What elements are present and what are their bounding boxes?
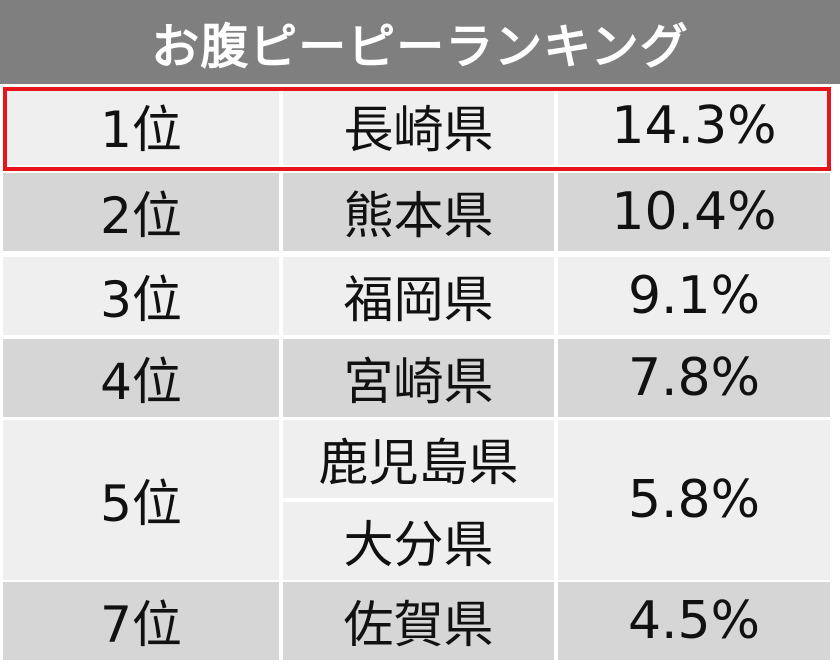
rank-cell: 5位 — [3, 420, 279, 580]
prefecture-cell: 熊本県 — [283, 173, 554, 251]
prefecture-cell: 宮崎県 — [283, 339, 554, 417]
prefecture-cell: 鹿児島県 — [283, 420, 554, 498]
rank-cell: 4位 — [3, 339, 279, 417]
rank-cell: 7位 — [3, 582, 279, 660]
prefecture-cell: 福岡県 — [283, 257, 554, 335]
prefecture-cell: 長崎県 — [283, 87, 554, 165]
prefecture-cell: 佐賀県 — [283, 582, 554, 660]
value-cell: 10.4% — [558, 173, 830, 251]
value-cell: 14.3% — [558, 87, 830, 165]
rank-cell: 1位 — [3, 87, 279, 165]
value-cell: 9.1% — [558, 257, 830, 335]
value-cell: 4.5% — [558, 582, 830, 660]
rank-cell: 3位 — [3, 257, 279, 335]
table-title: お腹ピーピーランキング — [0, 0, 840, 84]
prefecture-cell: 大分県 — [283, 502, 554, 580]
value-cell: 7.8% — [558, 339, 830, 417]
rank-cell: 2位 — [3, 173, 279, 251]
value-cell: 5.8% — [558, 420, 830, 580]
